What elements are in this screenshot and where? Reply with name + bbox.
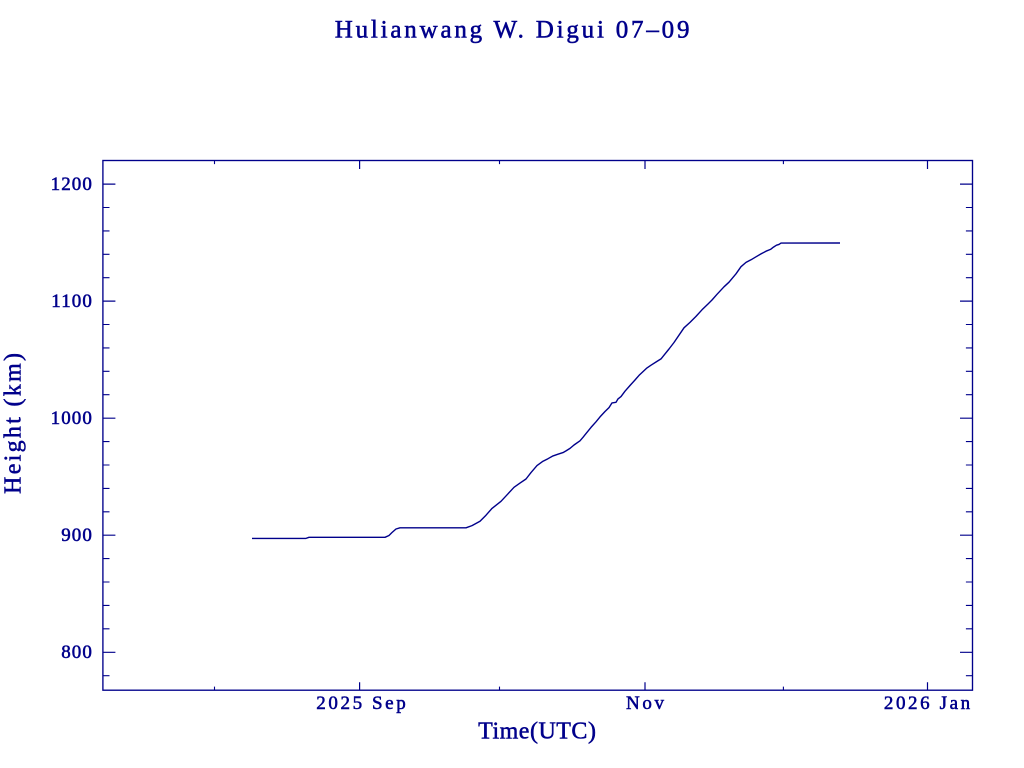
- svg-text:Hulianwang W. Digui 07–09: Hulianwang W. Digui 07–09: [335, 16, 693, 43]
- svg-text:Nov: Nov: [626, 693, 667, 714]
- svg-text:2026 Jan: 2026 Jan: [884, 693, 973, 714]
- svg-text:900: 900: [61, 525, 93, 546]
- svg-text:Time(UTC): Time(UTC): [478, 719, 596, 745]
- svg-text:1000: 1000: [51, 408, 93, 429]
- svg-text:Height (km): Height (km): [1, 351, 27, 494]
- svg-text:1100: 1100: [51, 291, 93, 312]
- svg-text:800: 800: [61, 642, 93, 663]
- svg-text:1200: 1200: [51, 174, 93, 195]
- svg-text:2025 Sep: 2025 Sep: [316, 693, 408, 714]
